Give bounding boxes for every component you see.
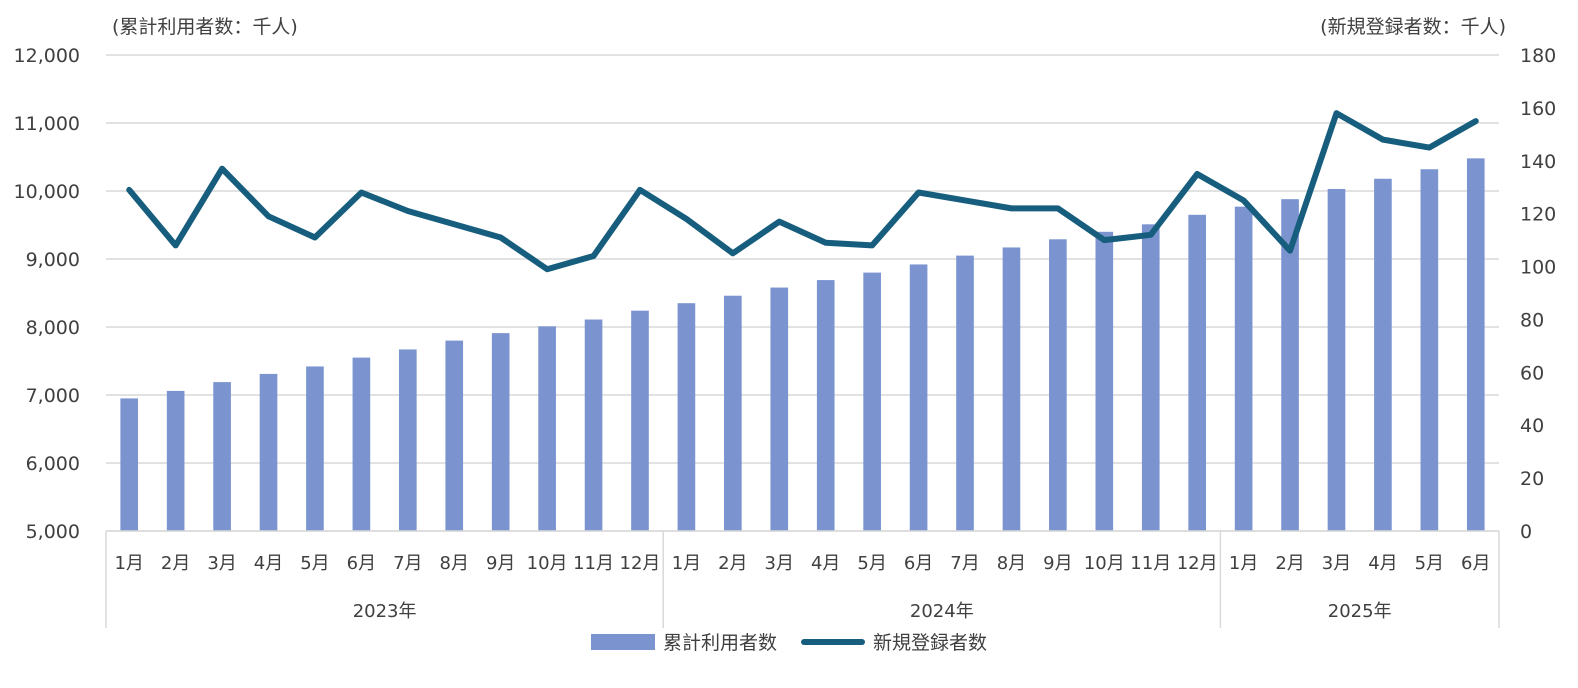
month-tick-label: 1月 — [1229, 553, 1258, 574]
bar — [445, 341, 463, 531]
month-tick-label: 2月 — [718, 553, 747, 574]
month-tick-label: 3月 — [1322, 553, 1351, 574]
year-label: 2025年 — [1328, 601, 1392, 622]
month-tick-label: 3月 — [765, 553, 794, 574]
bar — [1235, 207, 1253, 531]
left-axis-tick-label: 11,000 — [14, 113, 80, 135]
bar — [770, 288, 788, 531]
left-axis-tick-label: 12,000 — [14, 45, 80, 67]
bar — [213, 382, 231, 531]
month-tick-label: 6月 — [1461, 553, 1490, 574]
month-tick-label: 7月 — [950, 553, 979, 574]
month-tick-label: 7月 — [393, 553, 422, 574]
month-tick-label: 4月 — [811, 553, 840, 574]
month-tick-label: 9月 — [486, 553, 515, 574]
legend-line-label: 新規登録者数 — [873, 628, 987, 655]
bar — [1003, 247, 1021, 531]
bar — [538, 326, 556, 531]
bar — [120, 398, 138, 531]
left-axis-tick-label: 8,000 — [26, 317, 80, 339]
bar — [399, 349, 417, 531]
bar — [1188, 215, 1206, 531]
month-tick-label: 5月 — [300, 553, 329, 574]
right-axis-tick-label: 160 — [1520, 98, 1556, 120]
right-axis-tick-label: 140 — [1520, 151, 1556, 173]
month-tick-label: 8月 — [440, 553, 469, 574]
bar — [1142, 224, 1160, 531]
right-axis-unit-label: (新規登録者数：千人) — [1320, 12, 1506, 39]
bar — [678, 303, 696, 531]
bar — [306, 366, 324, 531]
right-axis-tick-label: 60 — [1520, 362, 1544, 384]
left-axis-tick-label: 10,000 — [14, 181, 80, 203]
bar — [631, 311, 649, 531]
bar — [817, 280, 835, 531]
bar — [492, 333, 510, 531]
month-tick-label: 6月 — [904, 553, 933, 574]
month-tick-label: 9月 — [1043, 553, 1072, 574]
bar — [1328, 189, 1346, 531]
month-tick-label: 11月 — [573, 553, 614, 574]
right-axis-tick-label: 0 — [1520, 521, 1532, 543]
bar — [1049, 239, 1067, 531]
month-tick-label: 11月 — [1130, 553, 1171, 574]
month-tick-label: 2月 — [1275, 553, 1304, 574]
legend-bar-swatch — [591, 634, 655, 650]
bar — [1095, 232, 1113, 531]
month-tick-label: 1月 — [114, 553, 143, 574]
right-axis-tick-label: 20 — [1520, 468, 1544, 490]
bar — [1467, 158, 1485, 531]
month-tick-label: 1月 — [672, 553, 701, 574]
month-tick-label: 5月 — [1415, 553, 1444, 574]
month-tick-label: 5月 — [857, 553, 886, 574]
right-axis-tick-label: 100 — [1520, 257, 1556, 279]
year-label: 2024年 — [910, 601, 974, 622]
left-axis-unit-label: (累計利用者数：千人) — [112, 12, 298, 39]
month-tick-label: 4月 — [1368, 553, 1397, 574]
month-tick-label: 10月 — [527, 553, 568, 574]
left-axis-tick-label: 5,000 — [26, 521, 80, 543]
month-tick-label: 4月 — [254, 553, 283, 574]
month-tick-label: 2月 — [161, 553, 190, 574]
bar — [585, 320, 603, 531]
legend-bar-label: 累計利用者数 — [663, 628, 777, 655]
bar — [1374, 179, 1392, 531]
legend-line-swatch — [801, 639, 865, 645]
month-tick-label: 12月 — [620, 553, 661, 574]
right-axis-tick-label: 80 — [1520, 309, 1544, 331]
year-label: 2023年 — [353, 601, 417, 622]
bar — [910, 264, 928, 531]
bar — [167, 391, 185, 531]
month-tick-label: 6月 — [347, 553, 376, 574]
bar — [1421, 169, 1439, 531]
bar — [353, 358, 371, 531]
left-axis-tick-label: 7,000 — [26, 385, 80, 407]
left-axis-tick-label: 9,000 — [26, 249, 80, 271]
right-axis-tick-label: 180 — [1520, 45, 1556, 67]
legend: 累計利用者数 新規登録者数 — [0, 628, 1578, 655]
right-axis-tick-label: 120 — [1520, 204, 1556, 226]
right-axis-tick-label: 40 — [1520, 415, 1544, 437]
month-tick-label: 3月 — [207, 553, 236, 574]
bar — [863, 273, 881, 531]
month-tick-label: 12月 — [1177, 553, 1218, 574]
left-axis-tick-label: 6,000 — [26, 453, 80, 475]
bar — [956, 256, 974, 531]
month-tick-label: 10月 — [1084, 553, 1125, 574]
legend-item-bar: 累計利用者数 — [591, 628, 777, 655]
bar — [260, 374, 278, 531]
bar — [724, 296, 742, 531]
legend-item-line: 新規登録者数 — [801, 628, 987, 655]
month-tick-label: 8月 — [997, 553, 1026, 574]
